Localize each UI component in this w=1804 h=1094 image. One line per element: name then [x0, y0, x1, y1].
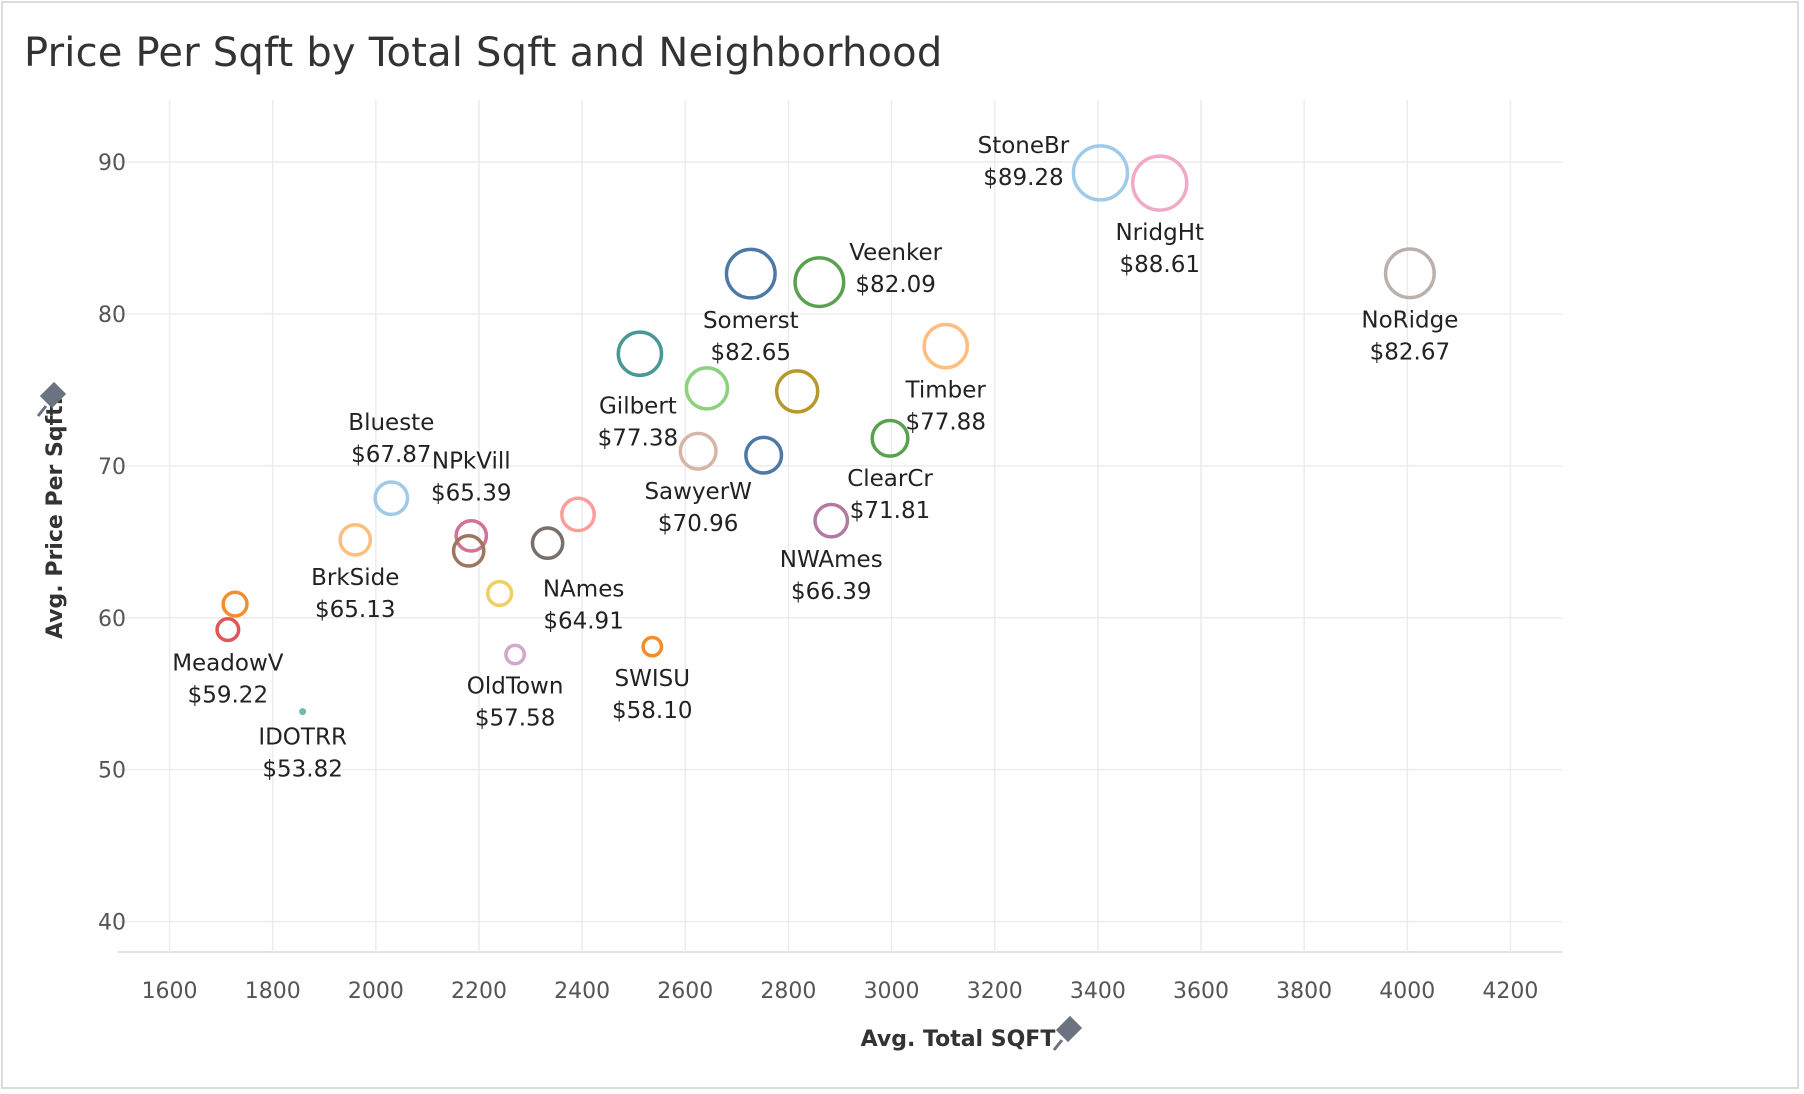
point-value-label: $57.58 [475, 706, 555, 732]
point-value-label: $67.87 [351, 442, 431, 468]
point-value-label: $66.39 [791, 579, 871, 605]
data-point-swisu [641, 635, 664, 658]
x-tick-label: 2200 [451, 979, 507, 1004]
data-point-idotrr [299, 708, 307, 716]
data-point-blueste [373, 480, 410, 517]
data-point-timber [922, 322, 970, 370]
point-value-label: $71.81 [850, 498, 930, 524]
x-tick-label: 4200 [1482, 979, 1538, 1004]
data-point-unlabeled [684, 366, 730, 411]
point-name-label: NridgHt [1115, 220, 1204, 246]
point-value-label: $82.09 [855, 272, 935, 298]
axis-titles: Avg. Total SQFT Avg. Price Per Sqft. [36, 381, 1083, 1052]
data-point-oldtown [504, 643, 527, 666]
data-point-unlabeled [744, 435, 784, 475]
point-value-label: $77.88 [905, 410, 985, 436]
x-tick-label: 1600 [142, 979, 198, 1004]
y-tick-label: 40 [98, 911, 126, 936]
x-tick-label: 2400 [554, 979, 610, 1004]
data-point-stonebr [1071, 144, 1130, 202]
data-point-unlabeled [451, 534, 486, 568]
point-name-label: Gilbert [599, 393, 677, 419]
data-labels: StoneBr $89.28 NridgHt $88.61 NoRidge $82.67 S… [172, 133, 1458, 783]
x-tick-label: 3400 [1070, 979, 1126, 1004]
x-axis-title: Avg. Total SQFT [861, 1027, 1056, 1052]
point-name-label: NoRidge [1361, 308, 1458, 334]
data-point-unlabeled [485, 579, 514, 608]
point-name-label: SWISU [614, 666, 690, 692]
x-tick-label: 1800 [245, 979, 301, 1004]
x-tick-label: 3800 [1276, 979, 1332, 1004]
point-name-label: Veenker [849, 240, 942, 266]
point-name-label: OldTown [467, 674, 564, 700]
point-value-label: $65.13 [315, 597, 395, 623]
point-value-label: $58.10 [612, 698, 692, 724]
x-tick-label: 3000 [864, 979, 920, 1004]
point-value-label: $88.61 [1120, 252, 1200, 278]
point-value-label: $82.67 [1370, 340, 1450, 366]
point-name-label: NAmes [543, 576, 624, 602]
chart-title: Price Per Sqft by Total Sqft and Neighbo… [24, 30, 943, 76]
x-tick-label: 2000 [348, 979, 404, 1004]
x-tick-label: 3200 [967, 979, 1023, 1004]
data-point-clearcr [870, 418, 910, 458]
pin-icon [36, 381, 67, 417]
x-tick-label: 3600 [1173, 979, 1229, 1004]
data-point-sawyerw [678, 431, 718, 471]
data-point-gilbert [616, 330, 664, 378]
data-point-npkvill [454, 518, 489, 553]
point-value-label: $89.28 [983, 165, 1063, 191]
y-axis-title: Avg. Price Per Sqft. [43, 397, 68, 639]
tick-labels: 1600 1800 2000 2200 2400 2600 2800 3000 3200 3400… [98, 151, 1538, 1004]
data-point-meadowv [215, 617, 241, 643]
point-value-label: $53.82 [262, 757, 342, 783]
point-name-label: SawyerW [644, 479, 751, 505]
data-point-somerst [724, 247, 777, 300]
data-point-nridght [1130, 154, 1189, 212]
data-point-unlabeled [221, 590, 249, 618]
x-tick-label: 2600 [657, 979, 713, 1004]
point-name-label: Somerst [703, 308, 799, 334]
point-name-label: NPkVill [432, 449, 511, 475]
point-name-label: StoneBr [978, 133, 1070, 159]
point-name-label: MeadowV [172, 650, 284, 676]
point-name-label: BrkSide [311, 565, 399, 591]
data-point-names [530, 526, 565, 561]
data-point-brkside [338, 522, 373, 557]
point-name-label: Timber [905, 378, 987, 404]
data-point-veenker [793, 256, 846, 309]
y-tick-label: 70 [98, 455, 126, 480]
y-tick-label: 90 [98, 151, 126, 176]
gridlines [118, 100, 1562, 953]
point-value-label: $64.91 [543, 608, 623, 634]
point-name-label: Blueste [348, 410, 434, 436]
data-point-noridge [1383, 247, 1436, 300]
data-points [215, 144, 1436, 716]
point-name-label: ClearCr [847, 466, 933, 492]
y-tick-label: 50 [98, 759, 126, 784]
data-point-unlabeled [560, 496, 596, 533]
point-name-label: IDOTRR [258, 725, 347, 751]
point-value-label: $65.39 [431, 481, 511, 507]
y-tick-label: 80 [98, 303, 126, 328]
data-point-unlabeled [774, 369, 820, 414]
x-tick-label: 2800 [760, 979, 816, 1004]
point-value-label: $82.65 [711, 340, 791, 366]
x-tick-label: 4000 [1379, 979, 1435, 1004]
point-name-label: NWAmes [780, 547, 883, 573]
y-tick-label: 60 [98, 607, 126, 632]
pin-icon [1052, 1015, 1083, 1051]
point-value-label: $59.22 [188, 682, 268, 708]
point-value-label: $70.96 [658, 511, 738, 537]
data-point-nwames [813, 502, 850, 539]
point-value-label: $77.38 [598, 425, 678, 451]
